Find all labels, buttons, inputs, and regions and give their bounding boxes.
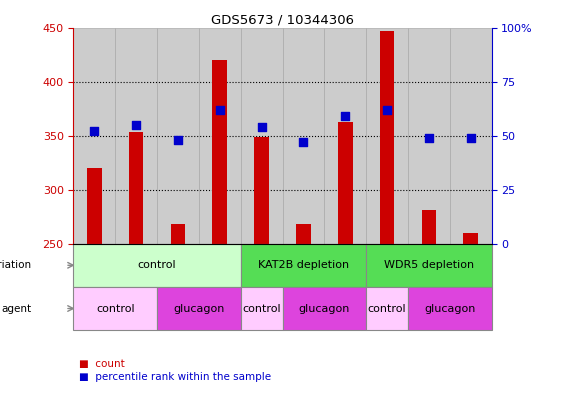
Bar [338,121,353,244]
Bar [282,28,324,244]
Point [173,137,182,143]
Point [132,121,141,128]
Text: glucagon: glucagon [173,303,224,314]
Bar [463,233,478,244]
Bar [282,287,366,330]
Text: WDR5 depletion: WDR5 depletion [384,260,474,270]
Bar [254,137,269,244]
Point [90,128,99,134]
Point [215,107,224,113]
Bar [421,210,436,244]
Title: GDS5673 / 10344306: GDS5673 / 10344306 [211,13,354,26]
Bar [73,287,157,330]
Text: glucagon: glucagon [299,303,350,314]
Bar [408,28,450,244]
Bar [73,244,241,287]
Point [466,134,475,141]
Bar [87,168,102,244]
Text: control: control [96,303,134,314]
Text: ■  count: ■ count [79,358,125,369]
Bar [366,28,408,244]
Bar [450,28,492,244]
Point [341,113,350,119]
Point [257,124,266,130]
Bar [324,28,366,244]
Bar [199,28,241,244]
Bar [157,287,241,330]
Point [424,134,433,141]
Bar [408,287,492,330]
Text: control: control [242,303,281,314]
Text: control: control [368,303,406,314]
Bar [241,287,282,330]
Bar [115,28,157,244]
Bar [380,31,394,244]
Bar [241,28,282,244]
Bar [171,224,185,244]
Text: KAT2B depletion: KAT2B depletion [258,260,349,270]
Text: agent: agent [2,303,32,314]
Bar [73,28,115,244]
Bar [296,224,311,244]
Bar [366,244,492,287]
Bar [212,60,227,244]
Bar [129,132,144,244]
Text: genotype/variation: genotype/variation [0,260,32,270]
Point [383,107,392,113]
Bar [157,28,199,244]
Point [299,139,308,145]
Bar [366,287,408,330]
Text: control: control [138,260,176,270]
Text: ■  percentile rank within the sample: ■ percentile rank within the sample [79,372,271,382]
Text: glucagon: glucagon [424,303,475,314]
Bar [241,244,366,287]
